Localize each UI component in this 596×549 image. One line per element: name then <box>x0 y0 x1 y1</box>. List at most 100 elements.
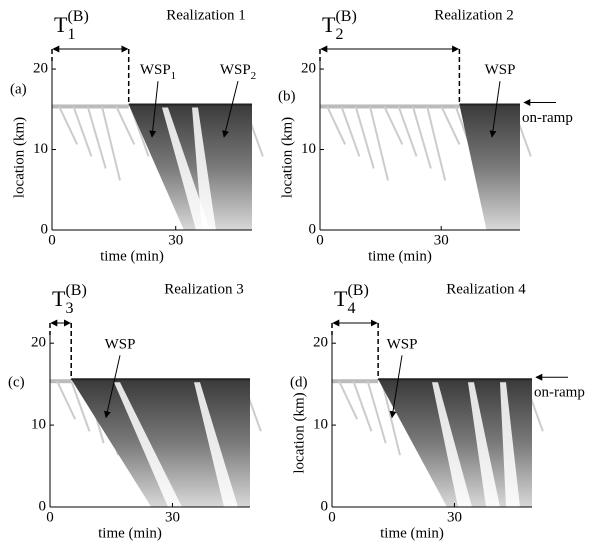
x-tick-label: 30 <box>434 232 449 248</box>
symbol: T <box>322 12 336 37</box>
breakdown-label: T1(B) <box>54 8 89 43</box>
free-flow-streak <box>86 106 107 169</box>
x-tick-label: 0 <box>328 509 336 525</box>
x-tick-label: 30 <box>165 509 180 525</box>
y-tick-label: 0 <box>321 498 329 514</box>
congested-region <box>128 104 252 230</box>
free-flow-streak <box>101 106 121 181</box>
annotation: WSP <box>485 63 516 79</box>
x-tick-label: 0 <box>48 232 56 248</box>
breakdown-label: T2(B) <box>322 8 357 43</box>
annotation-sub: 1 <box>171 70 177 82</box>
index: 3 <box>65 300 73 317</box>
annotation-arrow <box>149 81 159 138</box>
chart-title: Realization 4 <box>446 281 526 297</box>
x-tick-label: 30 <box>447 509 462 525</box>
free-flow-streak <box>56 380 77 420</box>
free-flow-band <box>320 104 460 109</box>
annotation: WSP2 <box>220 63 256 82</box>
annotation-text: WSP <box>220 63 251 79</box>
x-tick-label: 0 <box>316 232 324 248</box>
stripe <box>162 107 210 230</box>
y-tick-label: 10 <box>313 417 328 433</box>
free-flow-streak <box>411 106 432 169</box>
y-tick-label: 20 <box>301 60 316 76</box>
index: 2 <box>335 26 343 43</box>
stripe <box>432 382 472 507</box>
sup: (B) <box>67 8 88 25</box>
index: 4 <box>347 300 355 317</box>
y-axis-label: location (km) <box>11 117 27 198</box>
x-axis-label: time (min) <box>98 525 162 541</box>
annotation-text: WSP <box>485 63 516 79</box>
annotation-arrow <box>489 81 501 138</box>
annotation-arrow <box>389 355 403 419</box>
stripe <box>468 382 500 507</box>
free-flow-streak <box>70 380 91 432</box>
y-tick-label: 10 <box>301 141 316 157</box>
panel-label: (a) <box>10 81 27 97</box>
free-flow-band <box>50 379 72 384</box>
x-axis-label: time (min) <box>368 248 432 264</box>
index: 1 <box>67 26 75 43</box>
y-tick-label: 10 <box>33 141 48 157</box>
stripe <box>500 382 520 507</box>
ramp-label: on-ramp <box>522 110 573 126</box>
symbol: T <box>52 286 66 311</box>
free-flow-band <box>332 379 379 384</box>
y-tick-label: 10 <box>31 417 46 433</box>
annotation-text: WSP <box>387 337 418 353</box>
annotation: WSP1 <box>140 63 176 82</box>
x-axis-label: time (min) <box>380 525 444 541</box>
y-tick-label: 0 <box>41 221 49 237</box>
sup: (B) <box>335 8 356 25</box>
ramp-label: on-ramp <box>534 385 585 401</box>
free-flow-streak <box>352 380 373 432</box>
free-flow-streak <box>58 106 79 145</box>
free-flow-streak <box>338 380 359 420</box>
y-tick-label: 20 <box>33 60 48 76</box>
annotation-arrow <box>103 355 121 419</box>
annotation: WSP <box>105 337 136 353</box>
chart-title: Realization 2 <box>434 7 514 23</box>
free-flow-streak <box>340 106 361 157</box>
y-axis-label: location (km) <box>291 392 307 473</box>
sup: (B) <box>65 282 86 299</box>
y-tick-label: 0 <box>39 498 47 514</box>
congested-region <box>378 379 532 507</box>
annotation-text: WSP <box>105 337 136 353</box>
breakdown-label: T3(B) <box>52 282 87 317</box>
chart-title: Realization 3 <box>164 281 244 297</box>
y-tick-label: 0 <box>309 221 317 237</box>
symbol: T <box>54 12 68 37</box>
panel-label: (c) <box>8 374 25 390</box>
y-axis-label: location (km) <box>279 117 295 198</box>
annotation-text: WSP <box>140 63 171 79</box>
annotation-sub: 2 <box>251 70 257 82</box>
free-flow-streak <box>354 106 375 169</box>
panel-label: (d) <box>290 374 308 390</box>
free-flow-streak <box>72 106 93 157</box>
free-flow-streak <box>369 106 389 181</box>
free-flow-streak <box>440 106 461 145</box>
annotation: WSP <box>387 337 418 353</box>
stripe <box>114 382 182 507</box>
panel-label: (b) <box>278 88 296 104</box>
x-axis-label: time (min) <box>100 248 164 264</box>
x-tick-label: 30 <box>168 232 183 248</box>
congested-region <box>459 104 520 230</box>
free-flow-streak <box>366 380 387 444</box>
stripe <box>194 382 238 507</box>
free-flow-streak <box>326 106 347 145</box>
y-tick-label: 20 <box>31 335 46 351</box>
breakdown-label: T4(B) <box>334 282 369 317</box>
stripe <box>192 107 216 230</box>
annotation-arrow <box>222 81 239 138</box>
x-tick-label: 0 <box>46 509 54 525</box>
